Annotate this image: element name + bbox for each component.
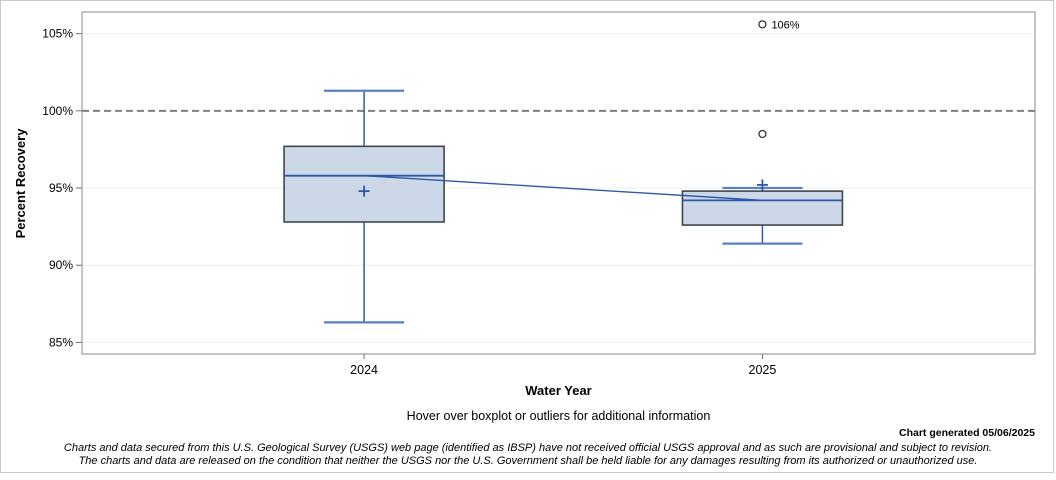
y-axis-title: Percent Recovery <box>13 128 28 239</box>
plot-frame <box>81 11 1036 355</box>
outlier-point[interactable] <box>758 20 767 29</box>
y-tick-label-100: 100% <box>42 104 73 118</box>
boxplot-2024[interactable] <box>283 89 445 324</box>
y-tick-label-95: 95% <box>49 181 73 195</box>
y-tick-label-90: 90% <box>49 258 73 272</box>
disclaimer-line-2: The charts and data are released on the … <box>78 455 978 467</box>
y-tick-label-105: 105% <box>42 27 73 41</box>
outlier-point[interactable] <box>758 129 767 139</box>
x-tick-label-2024: 2024 <box>350 363 378 377</box>
x-tick-label-2025: 2025 <box>749 363 777 377</box>
iqr-box[interactable] <box>283 145 445 223</box>
mean-marker-2025 <box>756 179 768 191</box>
x-axis-title: Water Year <box>525 383 592 398</box>
disclaimer-line-1: Charts and data secured from this U.S. G… <box>63 442 993 454</box>
outlier-label: 106% <box>771 19 799 31</box>
median-connect-line <box>364 174 763 202</box>
y-tick-label-85: 85% <box>49 335 73 349</box>
plot-background <box>82 12 1035 354</box>
chart-generated-date: Chart generated 05/06/2025 <box>899 427 1035 439</box>
hover-instruction-note: Hover over boxplot or outliers for addit… <box>406 409 711 423</box>
mean-marker-2024 <box>358 185 370 197</box>
